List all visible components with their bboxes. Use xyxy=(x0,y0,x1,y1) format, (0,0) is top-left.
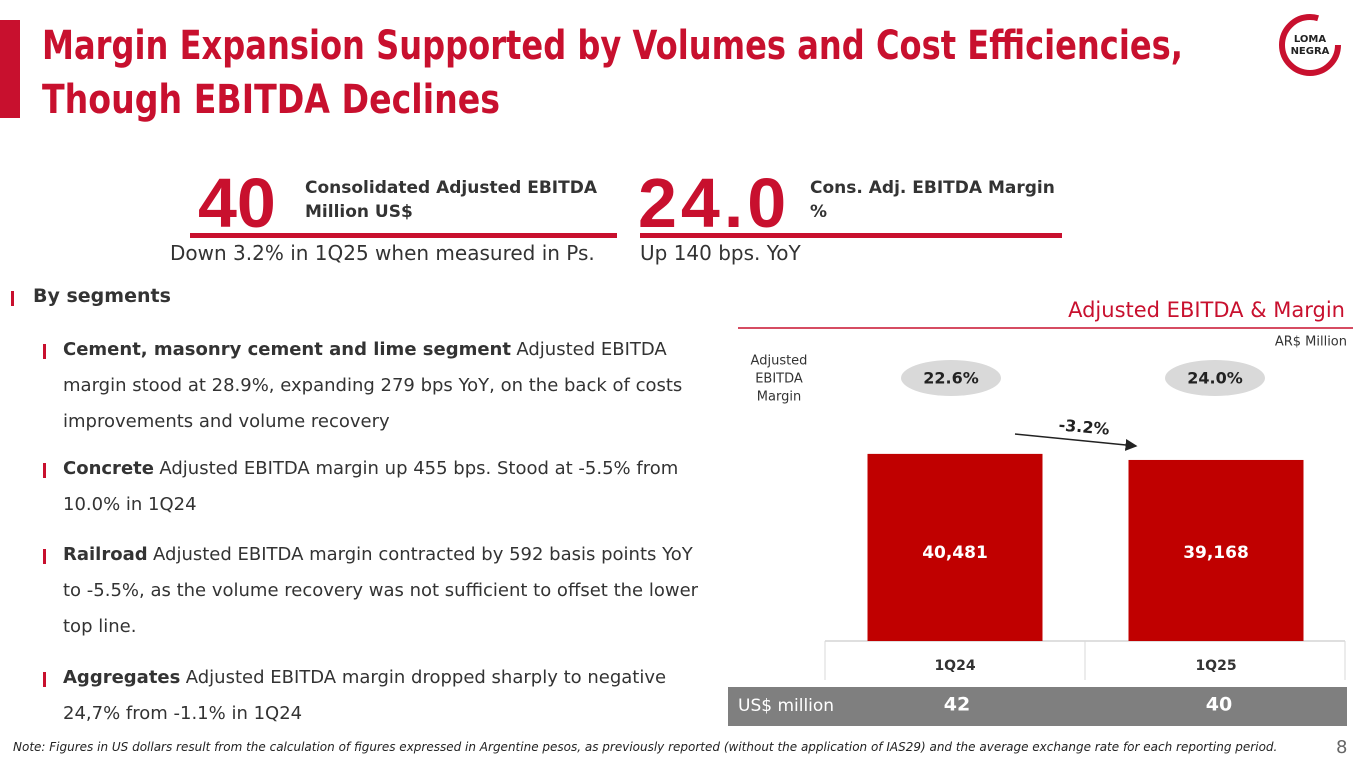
bar-value-label: 39,168 xyxy=(1183,543,1249,563)
segment-name: Concrete xyxy=(63,458,154,479)
x-tick-label: 1Q25 xyxy=(1195,658,1236,674)
usd-value: 42 xyxy=(944,694,970,716)
margin-value: 22.6% xyxy=(923,369,979,388)
margin-label: Adjusted xyxy=(751,354,808,369)
logo-text: NEGRA xyxy=(1291,46,1330,57)
segment-item: Railroad Adjusted EBITDA margin contracte… xyxy=(63,537,703,645)
logo-ring xyxy=(1279,14,1341,76)
kpi-label-line: Million US$ xyxy=(305,202,413,222)
bar-value-label: 40,481 xyxy=(922,543,988,563)
logo: LOMA NEGRA xyxy=(1279,14,1341,76)
bar xyxy=(1128,459,1304,641)
kpi-label-line: % xyxy=(810,202,828,222)
kpi-value: 24.0 xyxy=(638,164,791,242)
usd-value: 40 xyxy=(1206,694,1232,716)
bullet xyxy=(43,549,46,564)
segment-text: Adjusted EBITDA margin dropped sharply t… xyxy=(63,667,667,724)
title-line: Though EBITDA Declines xyxy=(42,77,500,123)
segment-name: Cement, masonry cement and lime segment xyxy=(63,339,511,360)
margin-pill xyxy=(1165,360,1265,396)
segment-item: Cement, masonry cement and lime segment A… xyxy=(63,332,703,440)
change-arrow xyxy=(1014,433,1138,451)
bar xyxy=(867,453,1043,641)
kpi-label-line: Cons. Adj. EBITDA Margin xyxy=(810,178,1055,198)
unit-label: AR$ Million xyxy=(1275,335,1347,350)
kpi-label: Consolidated Adjusted EBITDA Million US$ xyxy=(305,176,597,224)
title-accent xyxy=(0,20,20,118)
chart-title: Adjusted EBITDA & Margin xyxy=(1068,298,1345,322)
bullet xyxy=(43,463,46,478)
kpi-value: 40 xyxy=(198,164,276,242)
margin-label: Margin xyxy=(757,390,801,405)
bullet xyxy=(43,672,46,687)
segment-name: Railroad xyxy=(63,544,148,565)
margin-label: EBITDA xyxy=(755,372,803,387)
change-label: -3.2% xyxy=(1058,415,1110,438)
margin-value: 24.0% xyxy=(1187,369,1243,388)
segments-heading: By segments xyxy=(33,285,171,307)
kpi-note: Down 3.2% in 1Q25 when measured in Ps. xyxy=(170,241,595,265)
kpi-rule xyxy=(190,233,617,238)
title-line: Margin Expansion Supported by Volumes an… xyxy=(42,23,1183,69)
usd-strip xyxy=(728,687,1347,726)
segment-item: Aggregates Adjusted EBITDA margin dropped… xyxy=(63,660,703,732)
kpi-label: Cons. Adj. EBITDA Margin% xyxy=(810,176,1055,224)
bullet xyxy=(11,291,14,306)
usd-label: US$ million xyxy=(738,696,834,716)
margin-pill xyxy=(901,360,1001,396)
bullet xyxy=(43,344,46,359)
segment-text: Adjusted EBITDA margin up 455 bps. Stood… xyxy=(63,458,679,515)
logo-text: LOMA xyxy=(1294,34,1326,45)
segment-text: Adjusted EBITDA margin stood at 28.9%, e… xyxy=(63,339,683,432)
segment-text: Adjusted EBITDA margin contracted by 592… xyxy=(63,544,699,637)
kpi-label-line: Consolidated Adjusted EBITDA xyxy=(305,178,597,198)
kpi-note: Up 140 bps. YoY xyxy=(640,241,801,265)
segment-name: Aggregates xyxy=(63,667,181,688)
page-number: 8 xyxy=(1336,737,1348,758)
kpi-rule xyxy=(640,233,1062,238)
footnote: Note: Figures in US dollars result from … xyxy=(13,740,1278,754)
segment-item: Concrete Adjusted EBITDA margin up 455 bp… xyxy=(63,451,703,523)
x-tick-label: 1Q24 xyxy=(934,658,975,674)
